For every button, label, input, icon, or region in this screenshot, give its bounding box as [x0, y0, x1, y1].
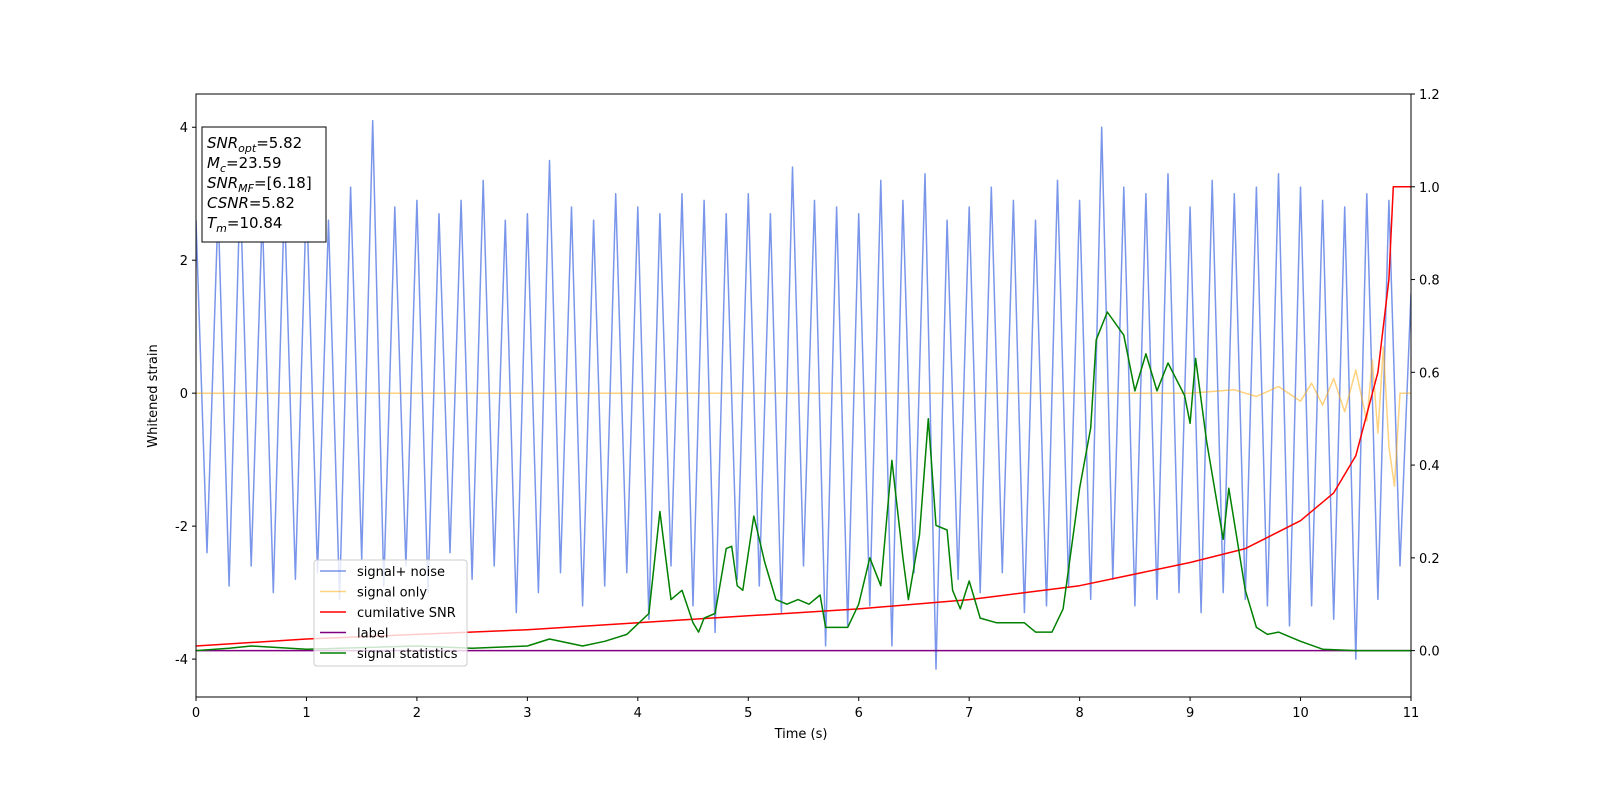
annotation-line: Tm=10.84 — [207, 214, 282, 235]
x-tick-label: 10 — [1292, 706, 1309, 721]
series-line — [196, 311, 1411, 652]
annotation-symbol: SNR — [207, 134, 238, 152]
legend-label: cumilative SNR — [357, 606, 456, 621]
annotation-subscript: m — [216, 222, 227, 235]
y-tick-label: -4 — [175, 653, 188, 668]
y2-tick-label: 0.8 — [1419, 274, 1440, 289]
annotation-value: =5.82 — [256, 134, 302, 152]
annotation-line: CSNR=5.82 — [207, 194, 295, 212]
y-axis-label: Whitened strain — [146, 344, 161, 447]
annotation-symbol: SNR — [207, 174, 238, 192]
annotation-symbol: M — [207, 154, 220, 172]
y2-tick-label: 1.0 — [1419, 181, 1440, 196]
annotation-symbol: CSNR — [207, 194, 249, 212]
x-tick-label: 2 — [413, 706, 421, 721]
annotation-subscript: c — [220, 162, 226, 175]
series-line — [196, 345, 1411, 487]
plot-frame — [195, 93, 1412, 698]
x-axis-label: Time (s) — [774, 727, 828, 742]
x-tick-label: 9 — [1186, 706, 1194, 721]
legend-label: signal statistics — [357, 647, 458, 662]
y-tick-label: -2 — [175, 520, 188, 535]
x-tick-label: 1 — [302, 706, 310, 721]
y-tick-label: 4 — [180, 121, 188, 136]
legend-label: label — [357, 627, 388, 642]
y2-tick-label: 1.2 — [1419, 88, 1440, 103]
y-tick-label: 0 — [180, 387, 188, 402]
annotation-subscript: MF — [238, 182, 254, 195]
legend-label: signal only — [357, 586, 427, 601]
annotation-symbol: T — [207, 214, 218, 232]
x-tick-label: 8 — [1075, 706, 1083, 721]
x-tick-label: 11 — [1403, 706, 1420, 721]
x-tick-label: 3 — [523, 706, 531, 721]
y2-tick-label: 0.2 — [1419, 552, 1440, 567]
y2-tick-label: 0.4 — [1419, 459, 1440, 474]
annotation-line: SNRMF=[6.18] — [207, 174, 312, 195]
y-tick-label: 2 — [180, 254, 188, 269]
y2-tick-label: 0.0 — [1419, 645, 1440, 660]
annotation-line: SNRopt=5.82 — [207, 134, 302, 155]
annotation-value: =10.84 — [227, 214, 283, 232]
legend-box — [313, 559, 468, 667]
series-line — [196, 119, 1411, 670]
x-tick-label: 4 — [634, 706, 642, 721]
x-tick-label: 7 — [965, 706, 973, 721]
annotation-value: =[6.18] — [254, 174, 312, 192]
x-tick-label: 0 — [192, 706, 200, 721]
annotation-line: Mc=23.59 — [207, 154, 282, 175]
x-tick-label: 5 — [744, 706, 752, 721]
annotation-value: =5.82 — [249, 194, 295, 212]
series-line — [196, 186, 1411, 647]
legend-label: signal+ noise — [357, 565, 445, 580]
annotation-subscript: opt — [238, 142, 257, 155]
annotation-value: =23.59 — [226, 154, 282, 172]
annotation-box — [201, 126, 327, 243]
x-tick-label: 6 — [855, 706, 863, 721]
y2-tick-label: 0.6 — [1419, 366, 1440, 381]
